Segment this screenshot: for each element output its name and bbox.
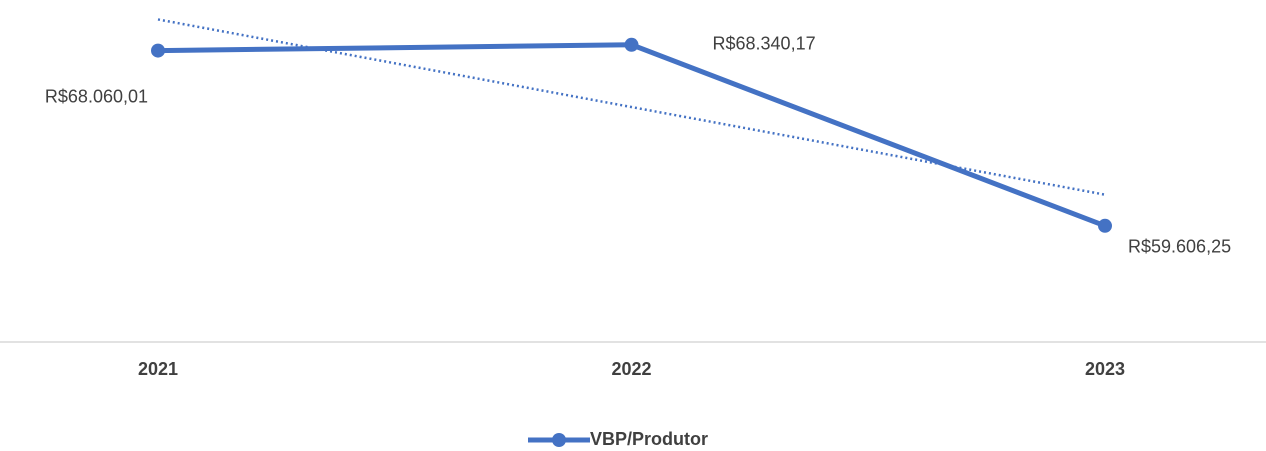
marker [1098,218,1112,233]
data-label: R$68.060,01 [45,86,148,106]
x-tick-label: 2023 [1085,359,1125,379]
legend-label: VBP/Produtor [590,429,708,449]
legend-marker [552,433,566,447]
data-label: R$59.606,25 [1128,237,1231,257]
marker [624,37,639,52]
x-tick-label: 2022 [611,359,651,379]
data-label: R$68.340,17 [713,34,816,54]
line [157,42,1106,229]
x-tick-label: 2021 [138,359,178,379]
marker [151,43,165,58]
